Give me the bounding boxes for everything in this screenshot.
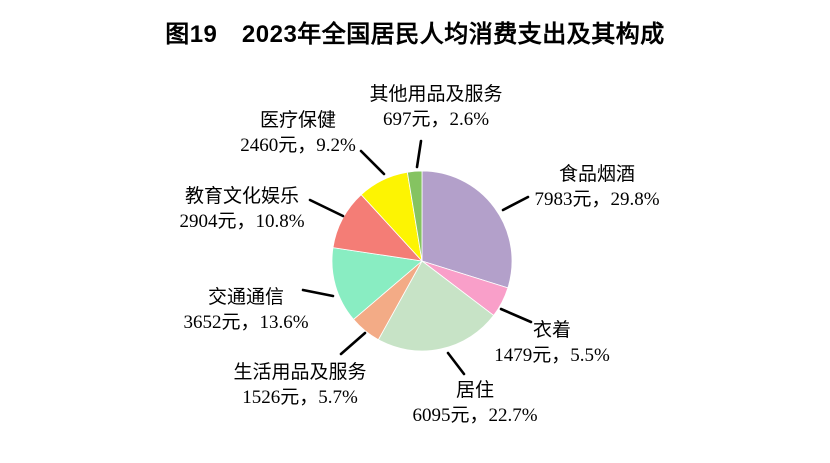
slice-label-name: 衣着 [532,320,572,341]
leader-line-healthcare [359,149,386,176]
slice-label-value: 1479元，5.5% [494,345,610,366]
leader-line-household-goods-services [339,331,367,356]
pie-slice-transport-communication [331,247,423,320]
slice-label-value: 2904元，10.8% [179,211,305,232]
slice-label-name: 教育文化娱乐 [184,186,300,207]
pie-slice-food-tobacco [421,170,513,289]
slice-label-value: 2460元，9.2% [240,135,356,156]
slice-label-clothing: 衣着 1479元，5.5% [494,318,610,368]
leader-line-clothing [499,307,533,324]
leader-line-other-goods-services [415,139,423,169]
slice-label-name: 其他用品及服务 [369,84,503,105]
slice-label-value: 6095元，22.7% [412,405,538,426]
slice-label-name: 交通通信 [207,287,285,308]
slice-label-name: 生活用品及服务 [233,362,367,383]
pie-slice-housing [377,260,495,352]
leader-line-education-culture-recreation [308,198,345,218]
slice-label-value: 7983元，29.8% [534,189,660,210]
slice-label-name: 医疗保健 [259,110,337,131]
chart-title: 图19 2023年全国居民人均消费支出及其构成 [165,21,665,48]
slice-label-name: 食品烟酒 [558,164,636,185]
slice-label-name: 居住 [455,380,495,401]
slice-label-value: 1526元，5.7% [242,387,358,408]
slice-label-other-goods-services: 其他用品及服务 697元，2.6% [369,82,502,132]
pie-slice-other-goods-services [406,170,423,262]
slice-label-value: 3652元，13.6% [183,312,309,333]
leader-line-transport-communication [301,288,335,298]
slice-label-healthcare: 医疗保健 2460元，9.2% [240,108,356,158]
leader-line-food-tobacco [501,195,530,212]
slice-label-household-goods-services: 生活用品及服务 1526元，5.7% [233,360,366,410]
slice-label-food-tobacco: 食品烟酒 7983元，29.8% [534,162,659,212]
leader-line-housing [446,351,466,376]
slice-label-housing: 居住 6095元，22.7% [412,378,537,428]
slice-label-education-culture-recreation: 教育文化娱乐 2904元，10.8% [179,184,304,234]
slice-label-value: 697元，2.6% [382,109,490,130]
slice-label-transport-communication: 交通通信 3652元，13.6% [183,285,308,335]
